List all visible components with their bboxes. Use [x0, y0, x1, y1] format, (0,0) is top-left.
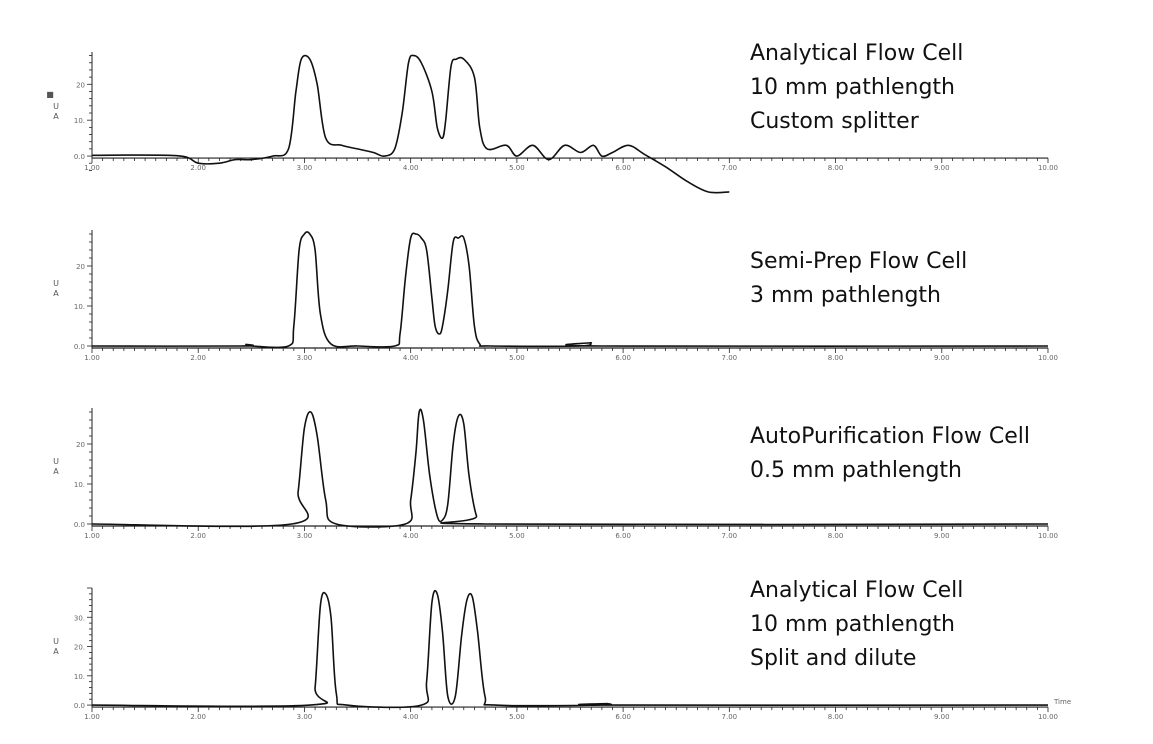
- x-tick-label: 3.00: [297, 713, 313, 721]
- y-axis-label: A: [53, 647, 59, 656]
- x-tick-label: 2.00: [190, 532, 206, 540]
- x-tick-label: 10.00: [1038, 532, 1058, 540]
- chart-panel-1: 1.00 2.00 3.00 4.00 5.00 6.00 7.00 8.00 9.00 10.0…: [46, 41, 1058, 194]
- x-tick-label: 7.00: [722, 164, 738, 172]
- series-line-1: [91, 231, 1049, 349]
- x-tick-label: 5.00: [509, 164, 525, 172]
- y-axis-label: U: [53, 102, 59, 111]
- x-tick-label: 2.00: [190, 713, 206, 721]
- x-tick-label: 4.00: [403, 532, 419, 540]
- annotation-line: 3 mm pathlength: [750, 283, 941, 308]
- y-tick-label: 10.: [74, 673, 85, 681]
- annotation-line: 0.5 mm pathlength: [750, 458, 962, 483]
- y-tick-label: 0.0: [74, 343, 85, 351]
- x-tick-label: 1.00: [84, 164, 100, 172]
- x-axis-label: Time: [1053, 698, 1071, 706]
- annotation-line: 10 mm pathlength: [750, 75, 955, 100]
- series-line-1: [91, 589, 1049, 709]
- y-tick-label: 30.: [74, 614, 85, 622]
- x-tick-label: 6.00: [615, 713, 631, 721]
- x-tick-label: 9.00: [934, 164, 950, 172]
- x-tick-label: 10.00: [1038, 164, 1058, 172]
- annotation-line: 10 mm pathlength: [750, 612, 955, 637]
- x-tick-label: 2.00: [190, 164, 206, 172]
- x-tick-label: 6.00: [615, 354, 631, 362]
- y-axis-label: A: [53, 112, 59, 121]
- x-tick-label: 10.00: [1038, 354, 1058, 362]
- x-tick-label: 5.00: [509, 532, 525, 540]
- x-tick-label: 6.00: [615, 164, 631, 172]
- y-tick-label: 20: [76, 441, 85, 449]
- y-tick-label: 20: [76, 263, 85, 271]
- y-tick-label: 0.0: [74, 521, 85, 529]
- y-axis-label: A: [53, 467, 59, 476]
- x-tick-label: 8.00: [828, 713, 844, 721]
- x-tick-label: 7.00: [722, 713, 738, 721]
- x-tick-label: 7.00: [722, 354, 738, 362]
- x-tick-label: 4.00: [403, 354, 419, 362]
- x-tick-label: 2.00: [190, 354, 206, 362]
- x-tick-label: 9.00: [934, 532, 950, 540]
- x-tick-label: 8.00: [828, 164, 844, 172]
- x-tick-label: 8.00: [828, 532, 844, 540]
- y-tick-label: 10.: [74, 117, 85, 125]
- x-tick-label: 5.00: [509, 713, 525, 721]
- chart-panel-4: 1.00 2.00 3.00 4.00 5.00 6.00 7.00 8.00 9.00 10.0…: [53, 578, 1071, 721]
- x-tick-label: 9.00: [934, 713, 950, 721]
- y-tick-label: 0.0: [74, 153, 85, 161]
- x-tick-label: 3.00: [297, 532, 313, 540]
- annotation-line: Semi-Prep Flow Cell: [750, 249, 967, 274]
- series-line-1: [91, 54, 730, 194]
- y-axis-label: A: [53, 289, 59, 298]
- x-tick-label: 1.00: [84, 532, 100, 540]
- annotation-line: Analytical Flow Cell: [750, 41, 963, 66]
- x-tick-label: 6.00: [615, 532, 631, 540]
- annotation-line: Custom splitter: [750, 109, 920, 134]
- x-tick-label: 3.00: [297, 164, 313, 172]
- y-axis-marker: ■: [46, 90, 54, 99]
- x-tick-label: 4.00: [403, 713, 419, 721]
- x-tick-label: 3.00: [297, 354, 313, 362]
- y-axis-label: U: [53, 637, 59, 646]
- y-tick-label: 20: [76, 81, 85, 89]
- x-tick-label: 4.00: [403, 164, 419, 172]
- y-tick-label: 10.: [74, 303, 85, 311]
- x-tick-label: 1.00: [84, 713, 100, 721]
- x-tick-label: 8.00: [828, 354, 844, 362]
- y-tick-label: 0.0: [74, 702, 85, 710]
- y-tick-label: 10.: [74, 481, 85, 489]
- annotation-line: Split and dilute: [750, 646, 916, 671]
- x-tick-label: 1.00: [84, 354, 100, 362]
- annotation-line: AutoPurification Flow Cell: [750, 424, 1030, 449]
- y-tick-label: 20.: [74, 644, 85, 652]
- chart-panel-2: 1.00 2.00 3.00 4.00 5.00 6.00 7.00 8.00 9.00 10.0…: [53, 230, 1058, 362]
- x-tick-label: 9.00: [934, 354, 950, 362]
- series-line-1: [91, 408, 1049, 528]
- x-tick-label: 5.00: [509, 354, 525, 362]
- x-tick-label: 10.00: [1038, 713, 1058, 721]
- y-axis-label: U: [53, 279, 59, 288]
- x-tick-label: 7.00: [722, 532, 738, 540]
- annotation-line: Analytical Flow Cell: [750, 578, 963, 603]
- chart-panel-3: 1.00 2.00 3.00 4.00 5.00 6.00 7.00 8.00 9.00 10.0…: [53, 408, 1058, 540]
- y-axis-label: U: [53, 457, 59, 466]
